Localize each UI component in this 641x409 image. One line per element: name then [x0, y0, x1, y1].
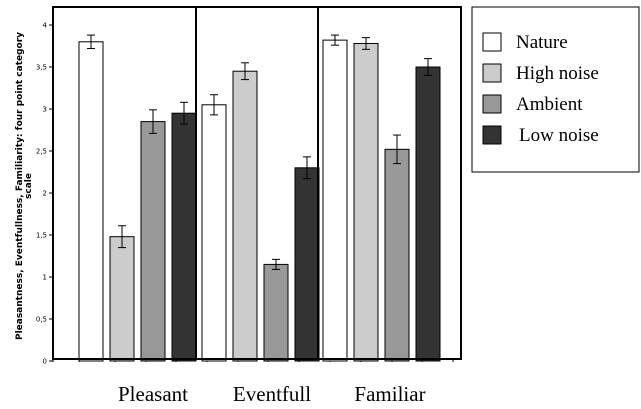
bar-high-noise-familiar	[353, 42, 379, 362]
category-labels: Pleasant Eventfull Familiar	[118, 382, 426, 406]
category-label-pleasant: Pleasant	[118, 382, 188, 406]
bar-ambient-familiar	[384, 148, 410, 362]
y-tick-label: 1	[43, 274, 47, 282]
bar-high-noise-eventfull	[232, 70, 258, 362]
y-tick-label: 4	[43, 22, 48, 30]
legend-swatch-high-noise	[482, 63, 502, 83]
y-tick-label: 2	[43, 190, 47, 198]
bar-low-noise-eventfull	[294, 167, 320, 362]
y-tick-label: 0,5	[36, 316, 47, 324]
category-label-eventfull: Eventfull	[233, 382, 311, 406]
plot-frame	[52, 6, 462, 360]
bar-nature-pleasant	[78, 41, 104, 362]
bar-ambient-eventfull	[263, 263, 289, 362]
legend: Nature High noise Ambient Low noise	[471, 6, 640, 173]
category-label-familiar: Familiar	[354, 382, 425, 406]
bars	[78, 39, 441, 362]
bar-high-noise-pleasant	[109, 236, 135, 362]
y-axis-ticks: 0 0,5 1 1,5 2 2,5 3 3,5 4	[36, 22, 454, 366]
error-bars	[87, 34, 432, 270]
bar-ambient-pleasant	[140, 121, 166, 362]
legend-swatch-nature	[482, 32, 502, 52]
y-axis-title: Pleasantness, Eventfullness, Familiarity…	[15, 32, 34, 340]
bar-nature-familiar	[322, 39, 348, 362]
legend-label-ambient: Ambient	[516, 94, 583, 115]
legend-label-nature: Nature	[516, 32, 568, 53]
legend-swatch-low-noise	[482, 125, 502, 145]
bar-nature-eventfull	[201, 104, 227, 362]
y-tick-label: 3,5	[36, 64, 47, 72]
y-tick-label: 2,5	[36, 148, 47, 156]
y-tick-label: 0	[43, 358, 47, 366]
bar-low-noise-familiar	[415, 66, 441, 362]
y-axis-label: Pleasantness, Eventfullness, Familiarity…	[15, 32, 34, 340]
bar-low-noise-pleasant	[171, 112, 197, 362]
plot-border	[52, 6, 462, 360]
legend-swatch-ambient	[482, 94, 502, 114]
y-tick-label: 3	[43, 106, 47, 114]
y-tick-label: 1,5	[36, 232, 47, 240]
legend-label-low-noise: Low noise	[519, 125, 599, 146]
legend-label-high-noise: High noise	[516, 63, 599, 84]
